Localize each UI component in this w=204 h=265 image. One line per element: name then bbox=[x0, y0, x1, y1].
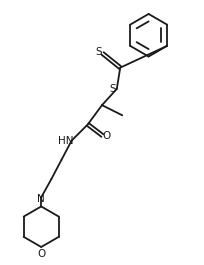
Text: O: O bbox=[102, 131, 110, 140]
Text: S: S bbox=[110, 84, 116, 94]
Text: N: N bbox=[37, 195, 45, 204]
Text: HN: HN bbox=[58, 136, 74, 145]
Text: O: O bbox=[37, 249, 45, 259]
Text: S: S bbox=[96, 47, 102, 58]
